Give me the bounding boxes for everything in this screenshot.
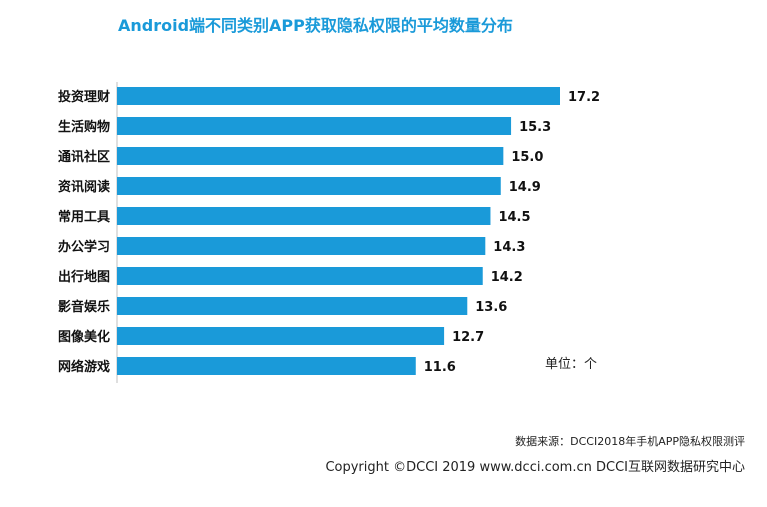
value-label-5: 14.3 [493,240,525,255]
source-note: 数据来源：DCCI2018年手机APP隐私权限测评 [515,435,745,448]
bar-7 [117,297,468,315]
value-label-1: 15.3 [519,120,551,135]
category-label-4: 常用工具 [58,209,110,225]
bar-2 [117,147,504,165]
category-label-9: 网络游戏 [58,359,110,375]
bar-9 [117,357,416,375]
value-label-0: 17.2 [568,90,600,105]
value-label-7: 13.6 [475,300,507,315]
category-label-5: 办公学习 [58,239,110,255]
category-label-7: 影音娱乐 [58,299,110,315]
bar-4 [117,207,491,225]
category-label-0: 投资理财 [58,89,110,105]
value-label-2: 15.0 [511,150,543,165]
bar-3 [117,177,501,195]
value-label-9: 11.6 [424,360,456,375]
value-label-3: 14.9 [509,180,541,195]
unit-label: 单位：个 [545,357,598,372]
value-label-6: 14.2 [491,270,523,285]
bar-0 [117,87,560,105]
bar-6 [117,267,483,285]
value-label-4: 14.5 [498,210,530,225]
copyright-note: Copyright ©DCCI 2019 www.dcci.com.cn DCC… [325,460,745,475]
category-label-8: 图像美化 [58,329,110,345]
category-label-1: 生活购物 [58,119,110,135]
chart-title: Android端不同类别APP获取隐私权限的平均数量分布 [118,16,513,35]
bars-group: 投资理财 17.2 生活购物 15.3 通讯社区 15.0 资讯阅读 14.9 常用工具 14.5… [58,87,600,375]
category-label-2: 通讯社区 [58,149,110,165]
category-label-6: 出行地图 [58,269,110,285]
category-label-3: 资讯阅读 [58,179,110,195]
bar-8 [117,327,445,345]
bar-5 [117,237,486,255]
value-label-8: 12.7 [452,330,484,345]
bar-1 [117,117,512,135]
